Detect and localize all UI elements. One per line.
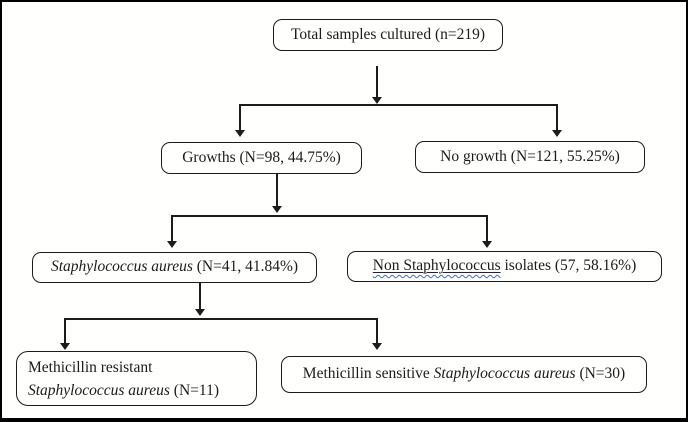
arrow-down-icon (167, 241, 177, 248)
arrow-down-icon (372, 343, 382, 350)
connector-to-mssa (376, 318, 378, 343)
node-s-aureus: Staphylococcus aureus (N=41, 41.84%) (32, 252, 317, 283)
node-growths: Growths (N=98, 44.75%) (161, 142, 362, 174)
arrow-down-icon (195, 309, 205, 316)
arrow-down-icon (482, 241, 492, 248)
node-no-growth-label: No growth (N=121, 55.25%) (440, 147, 620, 165)
connector-to-s-aureus (171, 215, 173, 241)
connector-split-3 (64, 318, 378, 320)
connector-to-mrsa (64, 318, 66, 343)
node-mrsa-line1: Methicillin resistant (28, 358, 153, 376)
node-no-growth: No growth (N=121, 55.25%) (415, 141, 645, 173)
node-mssa: Methicillin sensitive Staphylococcus aur… (281, 356, 647, 393)
node-mssa-species: Staphylococcus aureus (433, 365, 576, 383)
node-mssa-prefix: Methicillin sensitive (302, 365, 434, 383)
node-mrsa: Methicillin resistant Staphylococcus aur… (16, 351, 257, 406)
node-mrsa-count: (N=11) (169, 381, 219, 399)
node-s-aureus-species: Staphylococcus aureus (50, 258, 193, 276)
connector-growths-stem (276, 174, 278, 206)
node-total-samples: Total samples cultured (n=219) (273, 19, 503, 51)
arrow-down-icon (272, 206, 282, 213)
connector-to-non-staph (486, 215, 488, 241)
node-growths-label: Growths (N=98, 44.75%) (182, 148, 341, 166)
arrow-down-icon (552, 130, 562, 137)
connector-to-growths (239, 104, 241, 130)
connector-to-no-growth (556, 104, 558, 130)
connector-split-1 (239, 104, 558, 106)
node-s-aureus-count: (N=41, 41.84%) (192, 258, 299, 276)
node-non-staph-isolates: Non Staphylococcus isolates (57, 58.16%) (347, 251, 662, 282)
arrow-down-icon (60, 343, 70, 350)
arrow-down-icon (372, 97, 382, 104)
connector-s-aureus-stem (199, 283, 201, 309)
node-non-staph-count: isolates (57, 58.16%) (500, 257, 637, 275)
node-total-samples-label: Total samples cultured (n=219) (290, 25, 486, 43)
arrow-down-icon (235, 130, 245, 137)
connector-split-2 (171, 215, 488, 217)
node-mrsa-species: Staphylococcus aureus (28, 381, 170, 399)
connector-total-stem (376, 66, 378, 97)
node-mssa-count: (N=30) (575, 365, 626, 383)
node-non-staph-underlined: Non Staphylococcus (372, 257, 501, 275)
